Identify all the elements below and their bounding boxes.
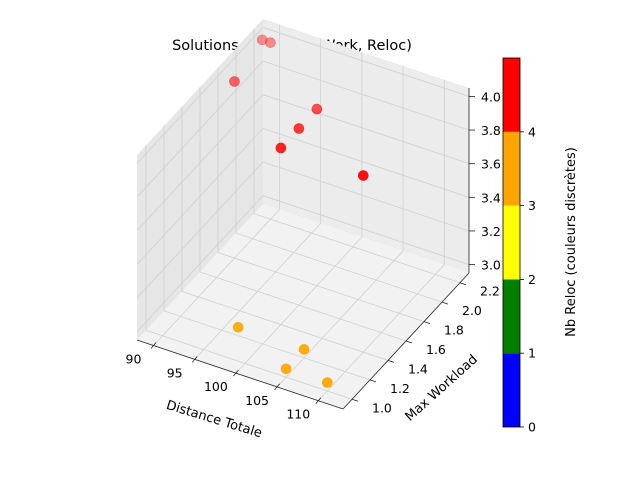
- z-tick-label: 3.8: [481, 123, 501, 138]
- y-tick-label: 1.6: [426, 342, 446, 357]
- colorbar: 0 1 2 3 4: [502, 57, 536, 435]
- y-tick-mark: [423, 321, 431, 324]
- y-tick-label: 1.2: [390, 381, 410, 396]
- z-grid-line: [262, 60, 470, 131]
- y-grid-line: [217, 252, 425, 322]
- y-grid-line: [199, 271, 407, 342]
- y-grid-line: [163, 310, 371, 381]
- z-grid-line: [136, 161, 264, 299]
- axis-lines: 90 95 100 105 110 1.0 1.2 1.4 1.6 1.8 2.0 2.2 3.0 3.2…: [126, 88, 501, 422]
- data-point: [256, 34, 268, 46]
- z-tick-label: 3.2: [481, 224, 501, 239]
- z-grid-line: [136, 94, 264, 231]
- x-tick-label: 100: [204, 379, 228, 394]
- y-tick-mark: [387, 360, 395, 363]
- x-axis-line: [136, 339, 344, 410]
- y-tick-label: 2.0: [462, 303, 482, 318]
- y-grid-line: [181, 291, 389, 361]
- z-grid-line: [136, 27, 264, 164]
- colorbar-segment: [503, 353, 520, 427]
- data-point: [265, 37, 276, 48]
- x-tick-label: 95: [167, 365, 183, 380]
- z-grid-line: [136, 128, 264, 265]
- colorbar-segment: [503, 58, 520, 132]
- data-point: [321, 377, 333, 388]
- data-point: [275, 142, 287, 154]
- y-tick-mark: [441, 301, 449, 305]
- colorbar-tick-label: 0: [528, 420, 536, 435]
- z-tick-label: 3.0: [481, 258, 501, 273]
- y-grid-line: [253, 213, 461, 284]
- colorbar-segment: [503, 131, 520, 206]
- colorbar-label: Nb Reloc (couleurs discrètes): [564, 147, 579, 337]
- data-point: [311, 103, 323, 115]
- data-point: [293, 123, 305, 134]
- x-tick-label: 105: [245, 393, 269, 408]
- z-tick-label: 3.4: [481, 190, 501, 205]
- back-pane: [263, 19, 469, 273]
- z-tick-label: 3.6: [481, 157, 501, 172]
- z-grid-line: [136, 60, 264, 198]
- data-point: [357, 170, 369, 181]
- y-tick-mark: [351, 398, 359, 402]
- colorbar-frame: [502, 57, 521, 428]
- y-grid-line: [235, 232, 443, 303]
- z-tick-label: 4.0: [481, 89, 501, 104]
- y-tick-mark: [459, 282, 467, 286]
- z-grid-line: [262, 27, 470, 97]
- colorbar-segment: [503, 205, 520, 280]
- y-tick-mark: [405, 340, 413, 344]
- z-grid-line: [262, 161, 470, 232]
- y-tick-label: 1.4: [408, 361, 428, 376]
- z-grid-line: [262, 94, 470, 165]
- data-point: [229, 76, 240, 87]
- y-grid-line: [145, 329, 353, 400]
- data-point: [232, 321, 244, 333]
- data-point: [298, 344, 310, 355]
- x-tick-label: 90: [126, 352, 142, 367]
- data-points: [229, 34, 369, 388]
- y-tick-label: 1.0: [372, 400, 392, 415]
- z-grid-line: [262, 127, 470, 198]
- y-tick-label: 1.8: [444, 323, 464, 338]
- colorbar-segment: [503, 279, 520, 354]
- x-tick-label: 110: [286, 407, 310, 422]
- colorbar-tick-label: 4: [528, 124, 536, 139]
- y-tick-label: 2.2: [480, 284, 500, 299]
- y-axis-line: [342, 272, 470, 410]
- z-grid-line: [262, 195, 470, 265]
- colorbar-tick-label: 3: [528, 198, 536, 213]
- data-point: [280, 363, 292, 375]
- y-tick-mark: [369, 379, 377, 383]
- z-grid-line: [136, 195, 264, 332]
- grid-lines: [136, 24, 470, 401]
- colorbar-tick-label: 2: [528, 272, 536, 287]
- colorbar-tick-label: 1: [528, 346, 536, 361]
